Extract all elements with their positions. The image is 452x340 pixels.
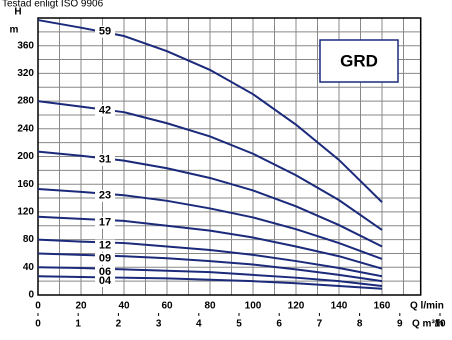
y-tick-label: 160 [17, 179, 34, 190]
x2-axis-title: Q m³/h [412, 319, 444, 330]
curve-label: 59 [99, 26, 111, 38]
test-note: Testad enligt ISO 9906 [2, 0, 104, 10]
curve-label-bg [95, 25, 115, 38]
y-tick-label: 0 [28, 290, 34, 301]
curve-label-bg [95, 274, 115, 287]
curve-label-bg [95, 216, 115, 229]
y-tick-label: 80 [23, 234, 35, 245]
y-tick-label: 120 [17, 207, 34, 218]
y-tick-label: 320 [17, 68, 34, 79]
x2-tick-label: 6 [276, 319, 282, 330]
y-axis-title: H [14, 7, 21, 18]
curve-label: 17 [99, 217, 111, 229]
curve-label-bg [95, 153, 115, 166]
x-tick-label: 160 [374, 301, 391, 312]
x-tick-label: 60 [161, 301, 173, 312]
curve-label: 04 [99, 275, 112, 287]
x-tick-label: 120 [288, 301, 305, 312]
y-axis-unit: m [10, 25, 19, 36]
curve-label-bg [95, 265, 115, 278]
x2-tick-label: 8 [357, 319, 363, 330]
legend-label: GRD [340, 51, 378, 70]
curve-label: 42 [99, 105, 111, 117]
x-tick-label: 100 [245, 301, 262, 312]
x2-tick-label: 4 [196, 319, 202, 330]
x2-tick-label: 5 [236, 319, 242, 330]
plot-frame [37, 17, 422, 296]
curve-label-bg [95, 189, 115, 202]
curve-label: 31 [99, 154, 111, 166]
x2-tick-label: 10 [434, 319, 446, 330]
curve-label-bg [95, 239, 115, 252]
x-tick-label: 80 [204, 301, 216, 312]
x-axis-title: Q l/min [410, 301, 444, 312]
y-tick-label: 200 [17, 151, 34, 162]
y-tick-label: 360 [17, 40, 34, 51]
legend-box [319, 39, 399, 83]
curve-label: 23 [99, 190, 111, 202]
curve-label: 06 [99, 266, 111, 278]
x-tick-label: 0 [35, 301, 41, 312]
y-tick-label: 240 [17, 123, 34, 134]
x2-tick-label: 9 [397, 319, 403, 330]
curve-label: 09 [99, 253, 111, 265]
x-tick-label: 20 [75, 301, 87, 312]
curve-label: 12 [99, 240, 111, 252]
x2-tick-label: 3 [156, 319, 162, 330]
y-tick-label: 280 [17, 96, 34, 107]
curve-label-bg [95, 252, 115, 265]
x2-tick-label: 0 [35, 319, 41, 330]
x-tick-label: 40 [118, 301, 130, 312]
x2-tick-label: 7 [317, 319, 323, 330]
curve-label-bg [95, 104, 115, 117]
x2-tick-label: 1 [75, 319, 81, 330]
x2-tick-label: 2 [116, 319, 122, 330]
y-tick-label: 40 [23, 262, 35, 273]
x-tick-label: 140 [331, 301, 348, 312]
